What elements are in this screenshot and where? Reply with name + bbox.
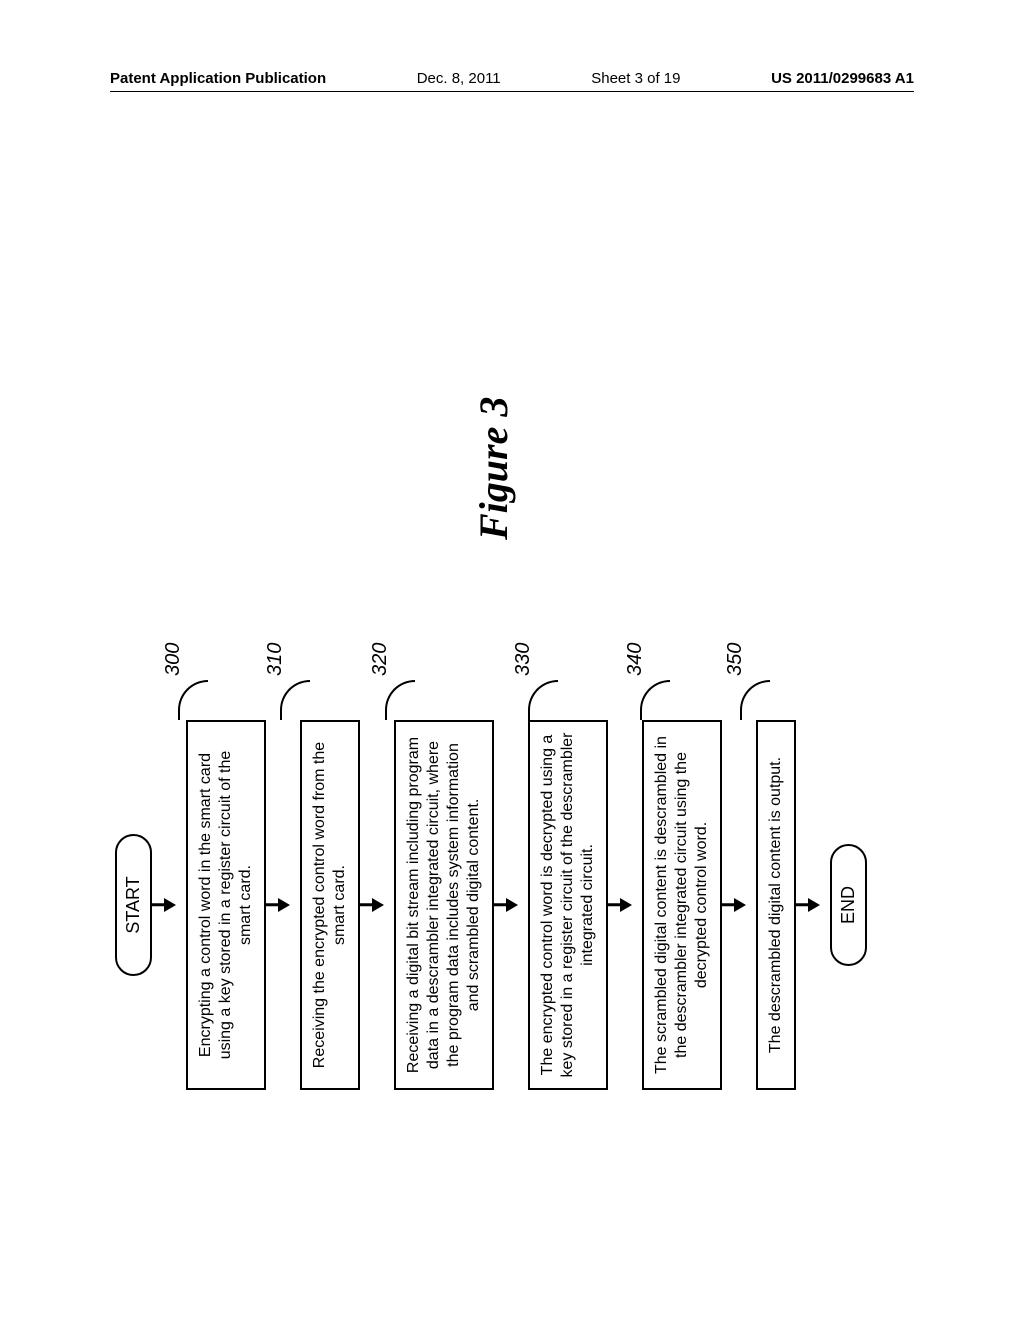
step-text: Encrypting a control word in the smart c… <box>197 751 254 1060</box>
ref-curve-icon <box>280 680 310 720</box>
header-pub-no: US 2011/0299683 A1 <box>771 70 914 87</box>
figure-title: Figure 3 <box>470 397 517 540</box>
ref-label-column: 300 310 320 330 340 350 Figure 3 <box>100 160 924 690</box>
flow-inner: START Encrypting a control word in the s… <box>100 160 924 1120</box>
page-root: Patent Application Publication Dec. 8, 2… <box>0 0 1024 1320</box>
ref-310: 310 <box>264 643 287 676</box>
header-pub-type: Patent Application Publication <box>110 70 326 87</box>
step-text: The scrambled digital content is descram… <box>653 736 710 1074</box>
end-terminator: END <box>830 844 867 966</box>
start-terminator: START <box>115 834 152 975</box>
figure-canvas: START Encrypting a control word in the s… <box>100 160 924 1120</box>
step-330: The encrypted control word is decrypted … <box>528 720 608 1090</box>
header-sheet: Sheet 3 of 19 <box>591 70 680 87</box>
ref-curve-icon <box>740 680 770 720</box>
step-text: The encrypted control word is decrypted … <box>539 732 596 1077</box>
ref-curve-icon <box>528 680 558 720</box>
ref-curve-icon <box>385 680 415 720</box>
header-date: Dec. 8, 2011 <box>417 70 501 87</box>
step-text: The descrambled digital content is outpu… <box>767 757 784 1053</box>
ref-curve-icon <box>178 680 208 720</box>
step-text: Receiving the encrypted control word fro… <box>311 742 348 1068</box>
flow-wrapper-rotated: START Encrypting a control word in the s… <box>100 160 924 1120</box>
flow-column: START Encrypting a control word in the s… <box>100 690 924 1120</box>
step-310: Receiving the encrypted control word fro… <box>300 720 360 1090</box>
step-text: Receiving a digital bit stream including… <box>405 737 482 1073</box>
step-300: Encrypting a control word in the smart c… <box>186 720 266 1090</box>
step-340: The scrambled digital content is descram… <box>642 720 722 1090</box>
ref-curve-icon <box>640 680 670 720</box>
ref-300: 300 <box>162 643 185 676</box>
ref-320: 320 <box>369 643 392 676</box>
page-header: Patent Application Publication Dec. 8, 2… <box>110 70 914 92</box>
ref-350: 350 <box>724 643 747 676</box>
ref-340: 340 <box>624 643 647 676</box>
ref-330: 330 <box>512 643 535 676</box>
step-320: Receiving a digital bit stream including… <box>394 720 494 1090</box>
step-350: The descrambled digital content is outpu… <box>756 720 796 1090</box>
